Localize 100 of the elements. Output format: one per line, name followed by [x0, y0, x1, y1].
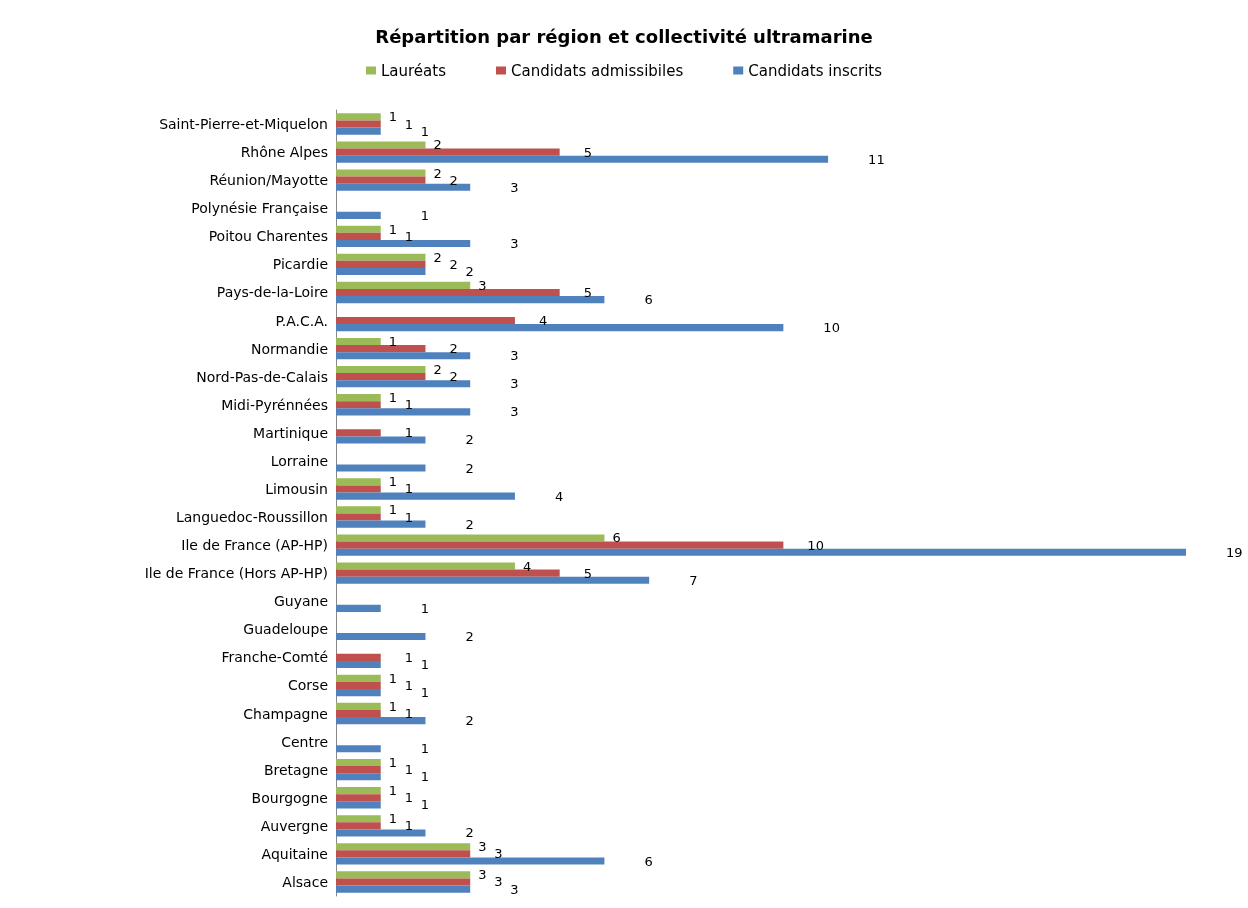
data-label: 2: [433, 362, 442, 378]
y-tick-label: Alsace: [282, 873, 328, 890]
data-label: 3: [478, 867, 487, 883]
y-tick-label: Languedoc-Roussillon: [175, 509, 328, 526]
data-label: 5: [583, 565, 592, 581]
bar: [336, 562, 515, 570]
bar: [336, 148, 560, 156]
bar: [336, 155, 829, 163]
bar: [336, 267, 426, 276]
bar: [336, 337, 381, 346]
data-label: 2: [465, 460, 474, 476]
bar: [336, 681, 381, 690]
y-tick-label: Saint-Pierre-et-Miquelon: [159, 116, 328, 133]
bar: [336, 394, 381, 402]
data-label: 1: [420, 600, 430, 616]
y-tick-label: Bretagne: [263, 761, 328, 778]
data-label: 1: [404, 509, 414, 525]
data-label: 1: [388, 221, 398, 237]
data-label: 3: [510, 179, 519, 195]
data-label: 3: [478, 839, 487, 855]
data-label: 1: [404, 762, 414, 778]
bar: [336, 885, 471, 893]
data-label: 1: [420, 769, 430, 785]
bar: [336, 794, 381, 802]
bar: [336, 829, 426, 837]
bar: [336, 296, 605, 304]
bar: [336, 316, 515, 325]
bar: [336, 759, 381, 767]
bar: [336, 745, 381, 753]
y-tick-label: Champagne: [243, 705, 328, 722]
chart-title: Répartition par région et collectivité ultramarine: [375, 25, 873, 47]
bar: [336, 176, 426, 184]
data-label: 1: [420, 741, 430, 757]
legend-label: Lauréats: [380, 61, 447, 80]
y-tick-label: P.A.C.A.: [275, 312, 328, 329]
legend-label: Candidats admissibiles: [510, 61, 684, 80]
bar: [336, 766, 381, 774]
data-label: 3: [510, 235, 519, 251]
data-label: 1: [388, 783, 398, 799]
data-label: 3: [494, 874, 503, 890]
y-tick-label: Auvergne: [260, 817, 328, 834]
bar: [336, 232, 381, 240]
data-label: 2: [449, 172, 458, 188]
bar: [336, 548, 1186, 556]
bar: [336, 787, 381, 795]
bar: [336, 225, 381, 233]
data-label: 11: [868, 151, 885, 167]
y-tick-label: Poitou Charentes: [208, 228, 328, 245]
bar: [336, 513, 381, 521]
bar: [336, 485, 381, 493]
bar: [336, 113, 381, 121]
data-label: 1: [420, 657, 430, 672]
data-label: 2: [465, 825, 474, 841]
bar: [336, 120, 381, 128]
data-label: 1: [404, 649, 414, 665]
y-tick-label: Centre: [281, 733, 328, 750]
data-label: 1: [388, 109, 398, 125]
bar: [336, 871, 471, 879]
bar: [336, 288, 560, 297]
bar: [336, 281, 471, 289]
bar: [336, 401, 381, 409]
bar: [336, 632, 426, 640]
bar: [336, 211, 381, 219]
data-label: 2: [433, 165, 442, 181]
data-label: 1: [388, 390, 398, 406]
data-label: 19: [1226, 544, 1243, 560]
y-tick-label: Limousin: [265, 480, 328, 497]
y-tick-label: Aquitaine: [261, 845, 328, 862]
data-label: 1: [420, 685, 430, 701]
bar: [336, 660, 381, 669]
data-label: 5: [583, 144, 592, 160]
bar: [336, 253, 426, 261]
bar: [336, 408, 471, 416]
data-label: 2: [465, 432, 474, 448]
data-label: 2: [465, 516, 474, 532]
bar: [336, 429, 381, 437]
bar: [336, 822, 381, 830]
bar: [336, 604, 381, 612]
y-tick-label: Ile de France (Hors AP-HP): [144, 565, 328, 582]
bar: [336, 380, 471, 388]
bar: [336, 169, 426, 177]
data-label: 1: [420, 207, 430, 223]
bar: [336, 127, 381, 135]
y-tick-label: Pays-de-la-Loire: [216, 284, 328, 301]
data-label: 1: [404, 481, 414, 497]
bar: [336, 260, 426, 268]
data-label: 1: [388, 670, 398, 686]
y-tick-label: Bourgogne: [251, 789, 328, 806]
bar: [336, 689, 381, 697]
bar: [336, 773, 381, 781]
data-label: 1: [388, 811, 398, 827]
data-label: 1: [404, 818, 414, 834]
data-label: 3: [510, 404, 519, 420]
data-label: 1: [404, 397, 414, 413]
data-label: 2: [465, 264, 474, 279]
bar: [336, 801, 381, 809]
data-label: 6: [644, 292, 653, 308]
data-label: 3: [478, 277, 487, 293]
bar: [336, 324, 784, 332]
data-label: 1: [404, 790, 414, 806]
